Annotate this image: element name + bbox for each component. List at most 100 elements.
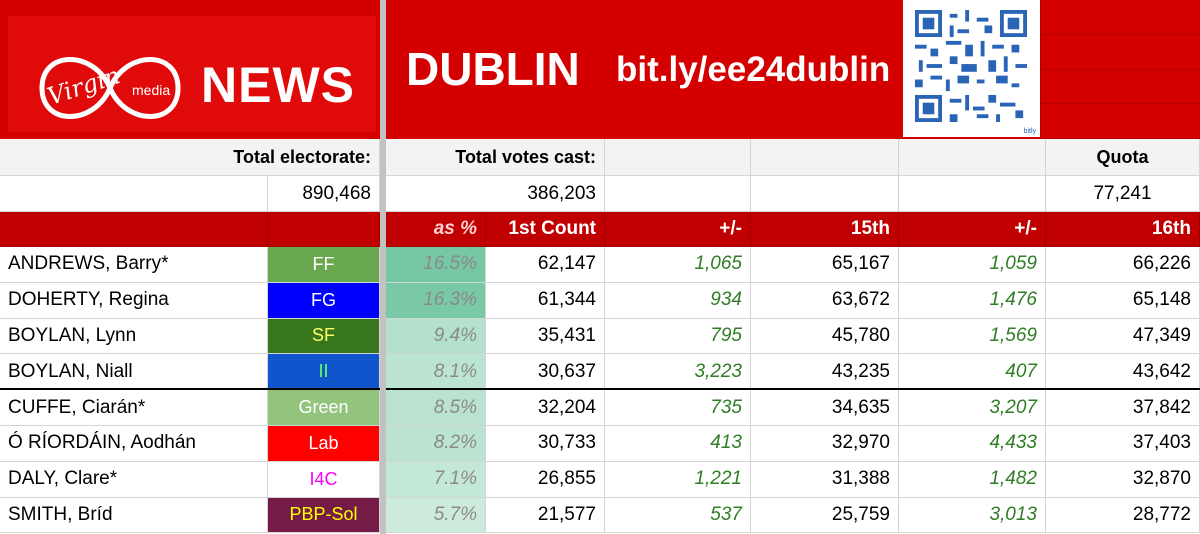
frozen-column-divider[interactable] — [380, 0, 386, 534]
transfer-15th: 1,221 — [605, 461, 751, 498]
quota-value: 77,241 — [1046, 176, 1200, 212]
first-count-value: 21,577 — [486, 497, 605, 534]
col-header-16th-count: 16th — [1046, 212, 1200, 247]
count-16th-value: 43,642 — [1046, 354, 1200, 391]
first-count-value: 61,344 — [486, 282, 605, 319]
logo-virgin-text: Virgin — [44, 61, 124, 111]
first-pref-pct: 16.5% — [386, 247, 486, 283]
candidate-name: DOHERTY, Regina — [0, 282, 268, 319]
first-pref-pct: 9.4% — [386, 318, 486, 355]
count-15th-value: 63,672 — [751, 282, 899, 319]
first-count-value: 26,855 — [486, 461, 605, 498]
table-row: BOYLAN, Niall II 8.1% 30,637 3,223 43,235 407 4… — [0, 354, 1200, 391]
header-empty-cells — [1040, 0, 1200, 139]
count-16th-value: 28,772 — [1046, 497, 1200, 534]
constituency-header: DUBLIN bit.ly/ee24dublin — [386, 0, 1200, 139]
count-15th-value: 32,970 — [751, 426, 899, 462]
summary-label-row: Total electorate: Total votes cast: Quot… — [0, 139, 1200, 176]
transfer-15th: 795 — [605, 318, 751, 355]
logo-media-text: media — [132, 82, 170, 98]
count-15th-value: 34,635 — [751, 390, 899, 426]
party-badge: PBP-Sol — [268, 497, 380, 534]
candidate-name: Ó RÍORDÁIN, Aodhán — [0, 426, 268, 462]
table-row: DALY, Clare* I4C 7.1% 26,855 1,221 31,388 1,48… — [0, 461, 1200, 498]
summary-value-row: 890,468 386,203 77,241 — [0, 176, 1200, 212]
candidate-name: BOYLAN, Niall — [0, 354, 268, 391]
transfer-16th: 1,482 — [899, 461, 1046, 498]
party-badge: I4C — [268, 461, 380, 498]
count-15th-value: 43,235 — [751, 354, 899, 391]
party-badge: Lab — [268, 426, 380, 462]
candidate-name: SMITH, Bríd — [0, 497, 268, 534]
table-row: SMITH, Bríd PBP-Sol 5.7% 21,577 537 25,759 3,0… — [0, 497, 1200, 534]
col-header-first-count: 1st Count — [486, 212, 605, 247]
count-15th-value: 65,167 — [751, 247, 899, 283]
transfer-15th: 3,223 — [605, 354, 751, 391]
quota-label: Quota — [1046, 139, 1200, 176]
virgin-media-logo-icon: Virgin media — [39, 57, 181, 119]
count-15th-value: 31,388 — [751, 461, 899, 498]
first-pref-pct: 7.1% — [386, 461, 486, 498]
party-badge: SF — [268, 318, 380, 355]
party-badge: Green — [268, 390, 380, 426]
candidate-name: DALY, Clare* — [0, 461, 268, 498]
transfer-16th: 407 — [899, 354, 1046, 391]
first-pref-pct: 8.2% — [386, 426, 486, 462]
first-count-value: 30,733 — [486, 426, 605, 462]
count-16th-value: 37,842 — [1046, 390, 1200, 426]
qr-code-icon — [915, 10, 1027, 122]
count-16th-value: 66,226 — [1046, 247, 1200, 283]
votes-cast-label: Total votes cast: — [386, 139, 605, 176]
first-pref-pct: 5.7% — [386, 497, 486, 534]
virgin-media-news-logo: Virgin media NEWS — [8, 16, 376, 132]
qr-code[interactable]: bitly — [903, 0, 1040, 137]
transfer-15th: 1,065 — [605, 247, 751, 283]
count-15th-value: 45,780 — [751, 318, 899, 355]
first-count-value: 32,204 — [486, 390, 605, 426]
first-count-value: 30,637 — [486, 354, 605, 391]
count-16th-value: 65,148 — [1046, 282, 1200, 319]
party-badge: FG — [268, 282, 380, 319]
table-row: BOYLAN, Lynn SF 9.4% 35,431 795 45,780 1,569 47… — [0, 318, 1200, 355]
transfer-15th: 735 — [605, 390, 751, 426]
constituency-title: DUBLIN — [406, 43, 580, 95]
col-header-delta-16: +/- — [899, 212, 1046, 247]
count-16th-value: 32,870 — [1046, 461, 1200, 498]
electorate-value: 890,468 — [268, 176, 380, 212]
candidate-name: BOYLAN, Lynn — [0, 318, 268, 355]
elected-cutoff-line — [0, 388, 1200, 390]
candidate-name: CUFFE, Ciarán* — [0, 390, 268, 426]
first-pref-pct: 8.5% — [386, 390, 486, 426]
first-count-value: 62,147 — [486, 247, 605, 283]
electorate-label: Total electorate: — [0, 139, 380, 176]
table-row: DOHERTY, Regina FG 16.3% 61,344 934 63,672 1,4… — [0, 282, 1200, 319]
transfer-15th: 413 — [605, 426, 751, 462]
col-header-pct: as % — [386, 212, 486, 247]
table-row: ANDREWS, Barry* FF 16.5% 62,147 1,065 65,167 1… — [0, 247, 1200, 283]
transfer-16th: 1,476 — [899, 282, 1046, 319]
first-pref-pct: 8.1% — [386, 354, 486, 391]
transfer-16th: 3,207 — [899, 390, 1046, 426]
news-title: NEWS — [201, 57, 355, 113]
qr-caption: bitly — [1023, 128, 1036, 135]
transfer-15th: 934 — [605, 282, 751, 319]
table-row: Ó RÍORDÁIN, Aodhán Lab 8.2% 30,733 413 32,970… — [0, 426, 1200, 462]
transfer-16th: 4,433 — [899, 426, 1046, 462]
col-header-15th-count: 15th — [751, 212, 899, 247]
first-count-value: 35,431 — [486, 318, 605, 355]
transfer-15th: 537 — [605, 497, 751, 534]
brand-header: Virgin media NEWS — [0, 0, 380, 139]
party-badge: FF — [268, 247, 380, 283]
count-16th-value: 37,403 — [1046, 426, 1200, 462]
count-16th-value: 47,349 — [1046, 318, 1200, 355]
votes-cast-value: 386,203 — [386, 176, 605, 212]
table-row: CUFFE, Ciarán* Green 8.5% 32,204 735 34,635 3,… — [0, 390, 1200, 426]
party-badge: II — [268, 354, 380, 391]
transfer-16th: 1,569 — [899, 318, 1046, 355]
transfer-16th: 1,059 — [899, 247, 1046, 283]
col-header-delta-15: +/- — [605, 212, 751, 247]
count-15th-value: 25,759 — [751, 497, 899, 534]
transfer-16th: 3,013 — [899, 497, 1046, 534]
results-link[interactable]: bit.ly/ee24dublin — [616, 50, 891, 89]
